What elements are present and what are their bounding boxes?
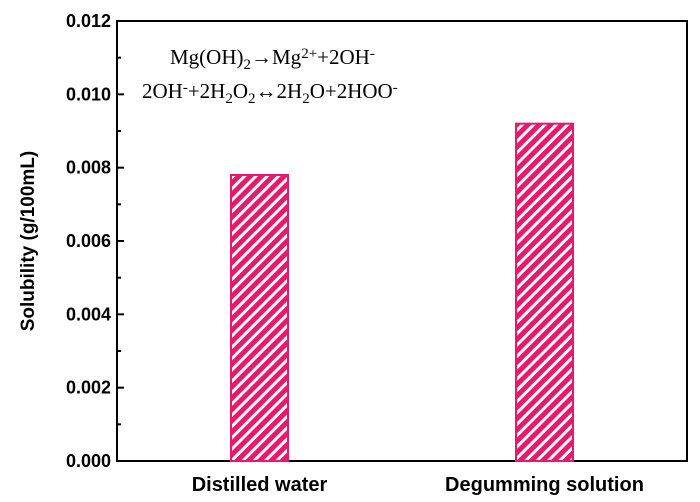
- x-tick-label: Distilled water: [192, 474, 328, 496]
- y-axis-label: Solubility (g/100mL): [18, 151, 39, 332]
- y-axis-ticks: 0.000 0.002 0.004 0.006 0.008 0.010 0.012: [66, 11, 124, 471]
- x-tick-label: Degumming solution: [445, 474, 644, 496]
- bar-distilled-water: [230, 174, 289, 462]
- y-tick-label: 0.002: [66, 378, 111, 398]
- x-axis-ticks: Distilled water Degumming solution: [192, 454, 644, 496]
- y-tick-label: 0.012: [66, 11, 111, 31]
- y-tick-label: 0.000: [66, 451, 111, 471]
- y-tick-label: 0.004: [66, 304, 111, 324]
- equation-1: Mg(OH)2→Mg2++2OH-: [170, 45, 375, 73]
- bars: [230, 122, 574, 463]
- y-tick-label: 0.006: [66, 231, 111, 251]
- bar-degumming-solution: [515, 122, 574, 463]
- y-tick-label: 0.008: [66, 158, 111, 178]
- y-tick-label: 0.010: [66, 84, 111, 104]
- equation-2: 2OH-+2H2O2↔2H2O+2HOO-: [142, 79, 398, 107]
